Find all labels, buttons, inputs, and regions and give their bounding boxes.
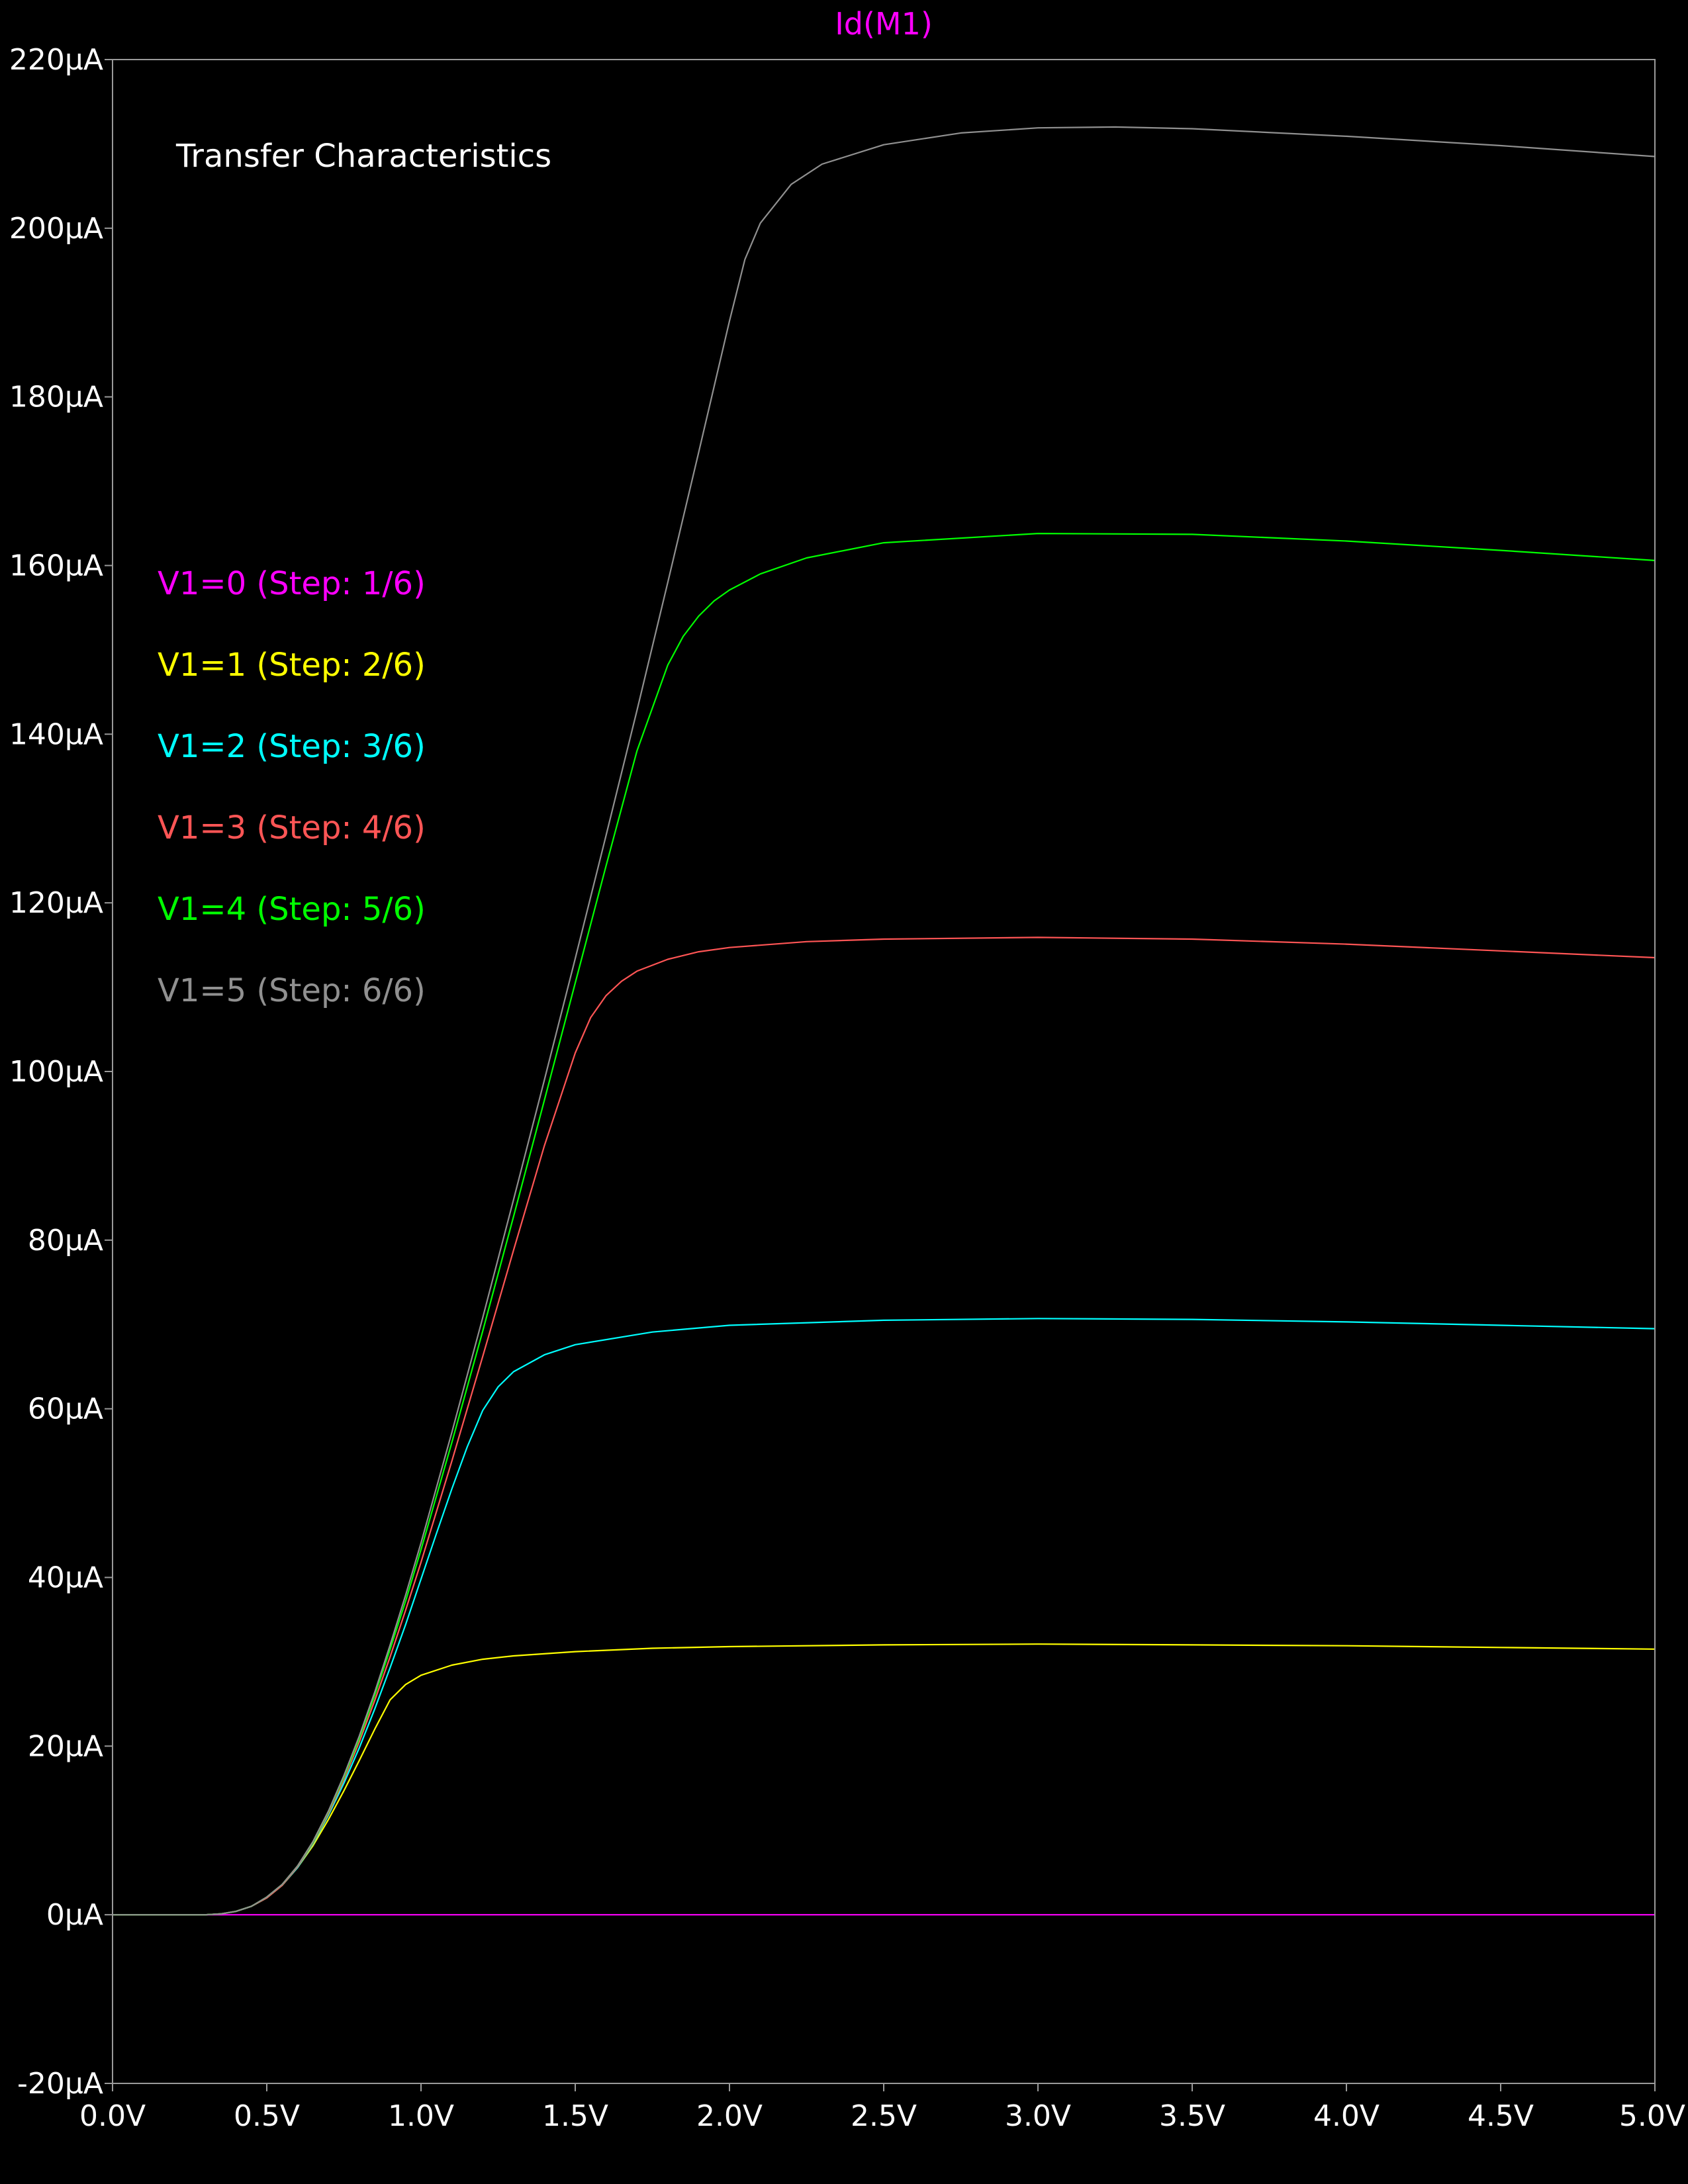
legend-entry-6: V1=5 (Step: 6/6) — [158, 972, 426, 1009]
x-tick-label: 4.5V — [1468, 2099, 1534, 2133]
y-tick-label: -20µA — [17, 2067, 103, 2101]
legend-entry-4: V1=3 (Step: 4/6) — [158, 809, 426, 846]
x-tick-label: 2.0V — [696, 2099, 763, 2133]
series-layer — [111, 126, 1656, 1916]
y-tick-label: 40µA — [28, 1561, 103, 1595]
x-tick-label: 2.5V — [851, 2099, 917, 2133]
legend: V1=0 (Step: 1/6) V1=1 (Step: 2/6) V1=2 (St… — [158, 565, 426, 1009]
legend-entry-5: V1=4 (Step: 5/6) — [158, 891, 426, 928]
chart-title: Id(M1) — [835, 6, 933, 42]
x-tick-label: 1.5V — [542, 2099, 608, 2133]
series-line-6 — [111, 126, 1656, 1916]
y-tick-label: 80µA — [28, 1224, 103, 1257]
x-tick-label: 3.5V — [1159, 2099, 1225, 2133]
y-tick-label: 200µA — [9, 212, 103, 246]
x-tick-label: 1.0V — [388, 2099, 454, 2133]
y-tick-label: 120µA — [9, 886, 103, 920]
y-tick-label: 0µA — [46, 1898, 103, 1932]
x-tick-label: 0.5V — [234, 2099, 300, 2133]
x-tick-label: 3.0V — [1005, 2099, 1071, 2133]
x-tick-label: 4.0V — [1313, 2099, 1380, 2133]
y-tick-label: 60µA — [28, 1392, 103, 1426]
y-tick-label: 100µA — [9, 1055, 103, 1089]
y-tick-label: 220µA — [9, 43, 103, 77]
legend-entry-3: V1=2 (Step: 3/6) — [158, 728, 426, 765]
y-axis: -20µA 0µA 20µA 40µA 60µA 80µA 100µA 120µA 140µA 1… — [9, 43, 113, 2101]
x-tick-label: 5.0V — [1619, 2099, 1685, 2133]
legend-entry-2: V1=1 (Step: 2/6) — [158, 647, 426, 684]
x-axis: 0.0V 0.5V 1.0V 1.5V 2.0V 2.5V 3.0V 3.5V 4.0V 4.5V… — [79, 2083, 1685, 2133]
legend-entry-1: V1=0 (Step: 1/6) — [158, 565, 426, 602]
y-tick-label: 180µA — [9, 381, 103, 414]
plot-annotation: Transfer Characteristics — [175, 138, 551, 175]
y-tick-label: 140µA — [9, 717, 103, 751]
y-tick-label: 160µA — [9, 549, 103, 583]
y-tick-label: 20µA — [28, 1729, 103, 1763]
x-tick-label: 0.0V — [79, 2099, 146, 2133]
